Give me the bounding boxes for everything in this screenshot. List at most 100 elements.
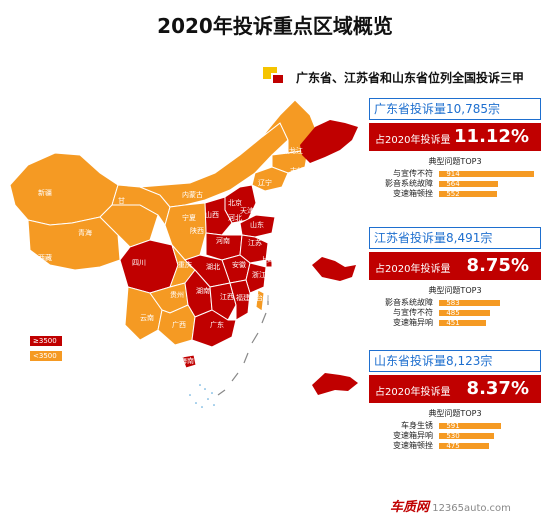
top3-label: 车身生锈 bbox=[401, 421, 433, 430]
top3-row: 变速箱异响 451 bbox=[369, 318, 541, 328]
top3-value: 564 bbox=[446, 180, 460, 188]
region-guangxi bbox=[157, 304, 196, 346]
region-fujian bbox=[229, 279, 251, 321]
share-value: 11.12% bbox=[454, 126, 529, 147]
region-guangdong bbox=[191, 309, 237, 348]
region-xinjiang bbox=[9, 152, 119, 226]
top3-label: 变速箱异响 bbox=[393, 318, 433, 327]
legend-low: <3500 bbox=[30, 351, 62, 361]
panel-header: 广东省投诉量10,785宗 bbox=[369, 98, 541, 120]
province-label: 北京 bbox=[228, 198, 242, 207]
region-tibet bbox=[27, 216, 121, 271]
top3-value: 485 bbox=[446, 309, 460, 317]
province-label: 台湾 bbox=[256, 293, 270, 302]
province-label: 吉林 bbox=[290, 166, 304, 175]
share-box: 占2020年投诉量 11.12% bbox=[369, 123, 541, 151]
top3-label: 与宣传不符 bbox=[393, 308, 433, 317]
top3-row: 影音系统故障 583 bbox=[369, 298, 541, 308]
province-label: 重庆 bbox=[178, 260, 192, 269]
share-box: 占2020年投诉量 8.75% bbox=[369, 252, 541, 280]
footer-url: 12365auto.com bbox=[432, 503, 511, 514]
top3-title: 典型问题TOP3 bbox=[428, 409, 482, 418]
region-hainan bbox=[181, 354, 197, 369]
region-taiwan bbox=[255, 289, 265, 312]
footer-brand: 车质网 bbox=[390, 500, 430, 515]
province-label: 宁夏 bbox=[182, 213, 196, 222]
province-panel-shandong: 山东省投诉量8,123宗 占2020年投诉量 8.37% 典型问题TOP3 车身… bbox=[369, 350, 541, 451]
province-label: 黑龙江 bbox=[282, 146, 303, 155]
province-label: 福建 bbox=[236, 293, 250, 302]
top3-label: 变速箱异响 bbox=[393, 431, 433, 440]
province-label: 贵州 bbox=[170, 290, 184, 299]
province-panel-jiangsu: 江苏省投诉量8,491宗 占2020年投诉量 8.75% 典型问题TOP3 影音… bbox=[369, 227, 541, 328]
top3-bar bbox=[439, 433, 494, 439]
top3-bar bbox=[439, 181, 498, 187]
top3-bar bbox=[439, 443, 489, 449]
region-shanghai bbox=[265, 259, 273, 268]
province-label: 山西 bbox=[205, 210, 219, 219]
province-label: 湖南 bbox=[196, 286, 210, 295]
share-label: 占2020年投诉量 bbox=[375, 387, 451, 398]
share-label: 占2020年投诉量 bbox=[375, 264, 451, 275]
province-label: 内蒙古 bbox=[182, 190, 203, 199]
province-label: 辽宁 bbox=[258, 178, 272, 187]
top3-bar bbox=[439, 310, 490, 316]
province-label: 湖北 bbox=[206, 262, 220, 271]
panel-header: 山东省投诉量8,123宗 bbox=[369, 350, 541, 372]
top3-value: 530 bbox=[446, 432, 460, 440]
top3-label: 影音系统故障 bbox=[385, 298, 433, 307]
top3-row: 车身生锈 591 bbox=[369, 421, 541, 431]
top3-label: 变速箱顿挫 bbox=[393, 441, 433, 450]
province-label: 上海 bbox=[260, 255, 274, 264]
province-label: 广东 bbox=[210, 320, 224, 329]
province-panel-guangdong: 广东省投诉量10,785宗 占2020年投诉量 11.12% 典型问题TOP3 … bbox=[369, 98, 541, 199]
south-china-sea-dashes bbox=[217, 295, 269, 396]
region-sichuan bbox=[119, 239, 179, 294]
top3-value: 591 bbox=[446, 422, 460, 430]
top3-row: 与宣传不符 485 bbox=[369, 308, 541, 318]
province-label: 安徽 bbox=[232, 260, 246, 269]
share-value: 8.37% bbox=[466, 378, 529, 399]
province-label: 甘 bbox=[118, 196, 125, 205]
share-box: 占2020年投诉量 8.37% bbox=[369, 375, 541, 403]
share-value: 8.75% bbox=[466, 255, 529, 276]
top3-bar bbox=[439, 171, 534, 177]
top3-bar bbox=[439, 300, 500, 306]
region-jiangxi bbox=[209, 282, 237, 321]
highlight-squares-icon bbox=[263, 67, 287, 87]
jiangsu-highlight-shape bbox=[312, 257, 356, 281]
top3-bar bbox=[439, 320, 486, 326]
footer-watermark: 车质网 12365auto.com bbox=[390, 496, 511, 515]
top3-row: 变速箱顿挫 552 bbox=[369, 189, 541, 199]
top3-row: 变速箱异响 530 bbox=[369, 431, 541, 441]
legend-high: ≥3500 bbox=[30, 336, 62, 346]
province-label: 海南 bbox=[180, 356, 194, 365]
top3-label: 变速箱顿挫 bbox=[393, 189, 433, 198]
province-label: 江苏 bbox=[248, 238, 262, 247]
top3-row: 影音系统故障 564 bbox=[369, 179, 541, 189]
top3-title: 典型问题TOP3 bbox=[428, 286, 482, 295]
top3-value: 451 bbox=[446, 319, 460, 327]
south-china-sea-islands bbox=[189, 384, 215, 408]
province-label: 浙江 bbox=[252, 270, 266, 279]
page-title: 2020年投诉重点区域概览 bbox=[157, 14, 393, 38]
guangdong-highlight-shape bbox=[300, 120, 358, 163]
top3-label: 与宣传不符 bbox=[393, 169, 433, 178]
province-label: 河北 bbox=[228, 214, 242, 222]
top3-bar bbox=[439, 191, 497, 197]
top3-label: 影音系统故障 bbox=[385, 179, 433, 188]
province-label: 陕西 bbox=[190, 226, 204, 235]
top3-row: 与宣传不符 914 bbox=[369, 169, 541, 179]
panel-header: 江苏省投诉量8,491宗 bbox=[369, 227, 541, 249]
province-label: 河南 bbox=[216, 236, 230, 245]
top3-bar bbox=[439, 423, 501, 429]
header-text: 广东省、江苏省和山东省位列全国投诉三甲 bbox=[296, 71, 525, 85]
province-label: 四川 bbox=[132, 259, 146, 267]
province-label: 江西 bbox=[220, 293, 234, 301]
shandong-highlight-shape bbox=[312, 373, 358, 395]
province-label: 广西 bbox=[172, 320, 186, 329]
province-label: 新疆 bbox=[38, 188, 52, 197]
top3-row: 变速箱顿挫 475 bbox=[369, 441, 541, 451]
province-label: 山东 bbox=[250, 220, 264, 229]
